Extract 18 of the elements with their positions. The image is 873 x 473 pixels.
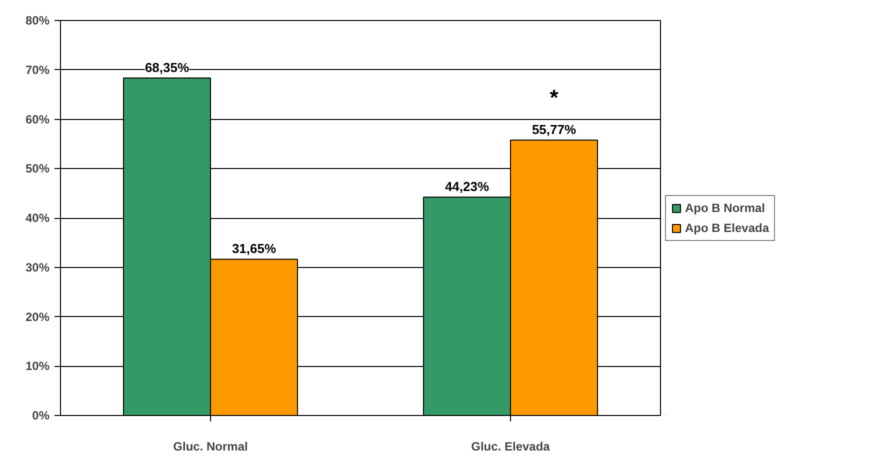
annotation: * (550, 85, 559, 110)
y-tick-label: 40% (25, 211, 50, 225)
legend-label: Apo B Elevada (685, 220, 770, 234)
y-tick-label: 60% (25, 112, 50, 126)
x-tick-label: Gluc. Elevada (471, 440, 550, 454)
x-tick-label: Gluc. Normal (173, 440, 248, 454)
y-tick-label: 10% (25, 359, 50, 374)
y-tick-label: 20% (25, 310, 50, 324)
y-tick-label: 30% (25, 260, 50, 274)
y-tick-label: 50% (25, 162, 50, 176)
y-tick-label: 0% (32, 408, 50, 422)
y-tick-label: 80% (25, 14, 50, 28)
y-tick-label: 70% (25, 62, 50, 77)
data-label: 55,77% (532, 122, 576, 138)
data-label: 31,65% (232, 241, 276, 256)
legend-label: Apo B Normal (685, 200, 766, 214)
data-label: 68,35% (144, 60, 190, 76)
data-label: 44,23% (444, 179, 490, 194)
